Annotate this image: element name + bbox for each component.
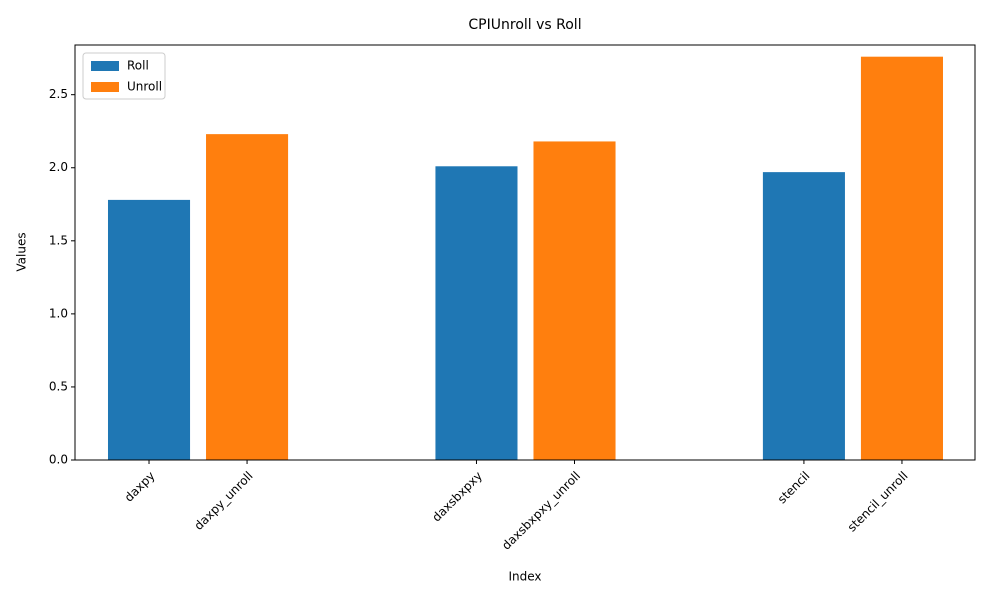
bar (533, 141, 616, 460)
legend-label: Roll (127, 59, 149, 73)
bar (762, 172, 845, 460)
y-tick-label: 2.5 (49, 87, 68, 101)
y-tick-label: 1.5 (49, 233, 68, 247)
bar (435, 166, 518, 460)
chart-title: CPIUnroll vs Roll (468, 17, 581, 33)
bar (860, 56, 943, 461)
y-tick-label: 0.0 (49, 453, 68, 467)
y-tick-label: 0.5 (49, 379, 68, 393)
y-axis-label: Values (15, 232, 29, 271)
legend-swatch (91, 82, 119, 92)
legend-label: Unroll (127, 80, 162, 94)
legend-swatch (91, 61, 119, 71)
bar (206, 134, 289, 460)
bar (107, 199, 191, 461)
y-tick-label: 1.0 (49, 306, 68, 320)
x-axis-label: Index (508, 570, 541, 584)
plot-frame (74, 44, 976, 461)
y-tick-label: 2.0 (49, 160, 68, 174)
